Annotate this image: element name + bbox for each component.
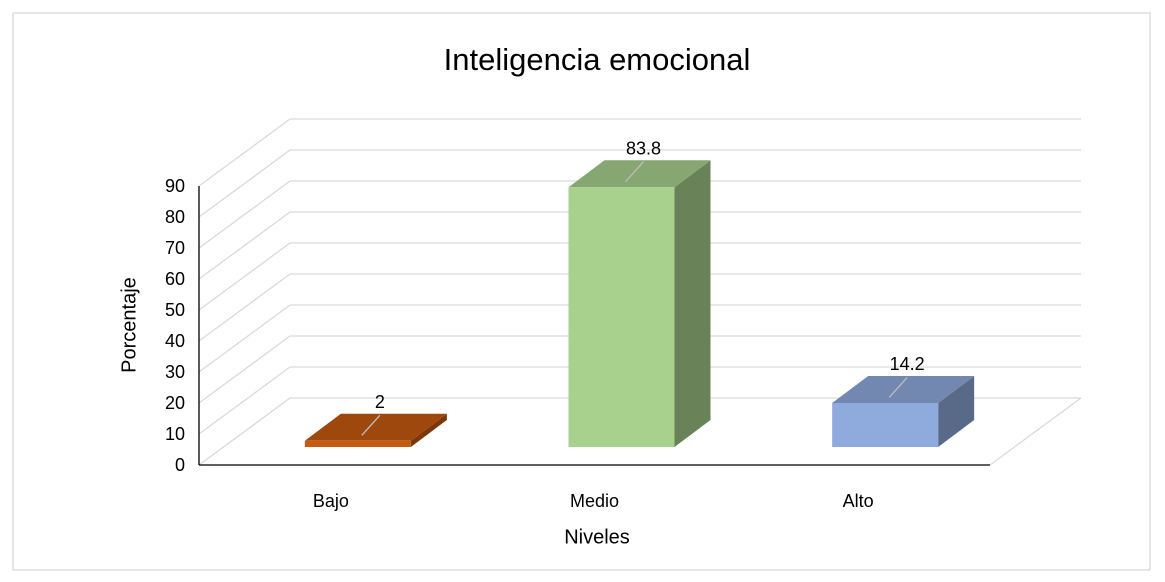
- leader-line: [888, 377, 908, 398]
- bar-side: [410, 413, 447, 447]
- grid-line: [198, 335, 291, 404]
- y-tick-label: 30: [165, 362, 185, 382]
- y-tick-label: 40: [165, 331, 185, 351]
- bar: [832, 402, 939, 447]
- bar: [568, 187, 675, 447]
- x-tick-label: Bajo: [313, 491, 349, 511]
- y-tick-label: 80: [165, 207, 185, 227]
- bar-top: [304, 413, 447, 441]
- data-label: 2: [375, 392, 385, 412]
- grid-line: [198, 211, 291, 280]
- y-tick-label: 50: [165, 300, 185, 320]
- leader-line: [361, 414, 381, 436]
- grid-line: [198, 397, 291, 466]
- data-label: 83.8: [626, 138, 661, 158]
- data-label: 14.2: [890, 354, 925, 374]
- x-axis-title: Niveles: [564, 526, 630, 548]
- bar-top: [832, 375, 975, 403]
- y-tick-label: 0: [175, 455, 185, 475]
- grid-line: [198, 273, 291, 342]
- bar-side: [674, 160, 711, 447]
- grid-line: [198, 366, 291, 435]
- bar: [304, 440, 411, 447]
- plot: 0 10 20 30 40 50 60 70 80 90 Bajo 2 Medio 83.8 Alto 14.…: [165, 118, 1082, 511]
- y-tick-label: 90: [165, 176, 185, 196]
- bar-top: [568, 160, 711, 188]
- grid-line: [198, 149, 291, 218]
- y-tick-label: 20: [165, 393, 185, 413]
- y-tick-label: 60: [165, 269, 185, 289]
- chart-title: Inteligencia emocional: [444, 42, 751, 77]
- bar-side: [938, 375, 975, 447]
- grid-line: [198, 304, 291, 373]
- grid-line: [198, 242, 291, 311]
- grid-line: [198, 118, 291, 187]
- x-tick-label: Medio: [570, 491, 619, 511]
- grid-line: [198, 180, 291, 249]
- y-tick-label: 70: [165, 238, 185, 258]
- x-tick-label: Alto: [843, 491, 874, 511]
- floor-edge: [989, 397, 1082, 466]
- y-axis-title: Porcentaje: [118, 277, 140, 373]
- leader-line: [625, 161, 644, 183]
- y-tick-label: 10: [165, 424, 185, 444]
